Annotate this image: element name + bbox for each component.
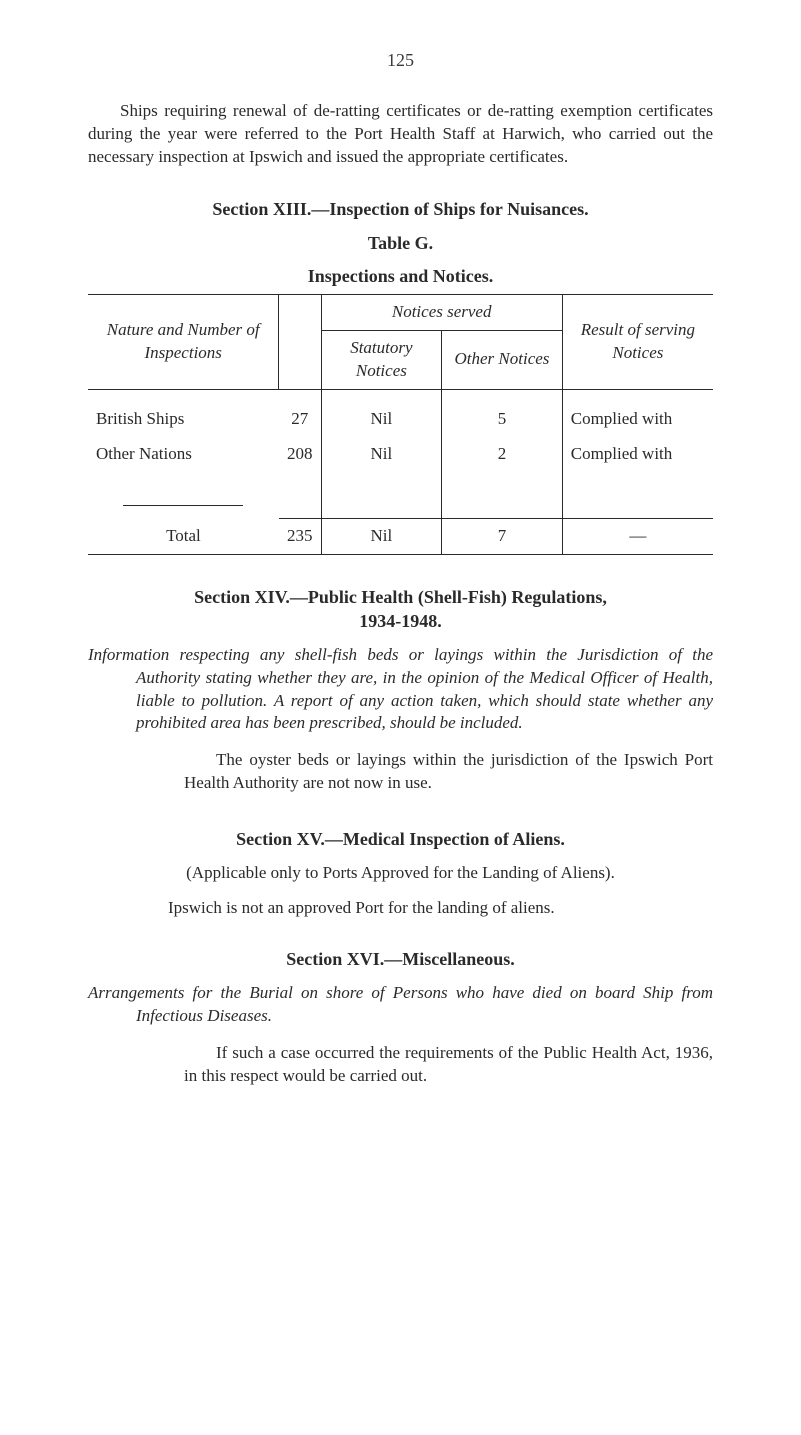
section-xv-line2: Ipswich is not an approved Port for the … bbox=[88, 897, 713, 920]
row-result: Complied with bbox=[562, 437, 713, 472]
intro-paragraph: Ships requiring renewal of de-ratting ce… bbox=[88, 100, 713, 169]
section-xiv-heading-line2: 1934-1948. bbox=[88, 609, 713, 633]
row-statutory: Nil bbox=[321, 402, 442, 437]
col-notices-served-header: Notices served bbox=[321, 295, 562, 331]
total-result: — bbox=[562, 519, 713, 555]
col-other-header: Other Notices bbox=[442, 330, 563, 389]
section-xiv-italic-para: Information respecting any shell-fish be… bbox=[88, 644, 713, 736]
row-label: British Ships bbox=[88, 402, 279, 437]
section-xv-heading: Section XV.—Medical Inspection of Aliens… bbox=[88, 827, 713, 851]
total-count: 235 bbox=[279, 519, 321, 555]
row-other: 5 bbox=[442, 402, 563, 437]
total-label-rule bbox=[88, 484, 279, 519]
page-number: 125 bbox=[88, 48, 713, 72]
section-xiv-heading-line1: Section XIV.—Public Health (Shell-Fish) … bbox=[88, 585, 713, 609]
section-xvi-heading: Section XVI.—Miscellaneous. bbox=[88, 947, 713, 971]
row-other: 2 bbox=[442, 437, 563, 472]
col-count-header bbox=[279, 295, 321, 390]
row-count: 27 bbox=[279, 402, 321, 437]
table-g-subtitle: Inspections and Notices. bbox=[88, 264, 713, 288]
row-count: 208 bbox=[279, 437, 321, 472]
col-nature-header: Nature and Number of Inspections bbox=[88, 295, 279, 390]
col-statutory-header: Statutory Notices bbox=[321, 330, 442, 389]
section-xiv-body: The oyster beds or layings within the ju… bbox=[88, 749, 713, 795]
row-statutory: Nil bbox=[321, 437, 442, 472]
row-result: Complied with bbox=[562, 402, 713, 437]
section-xiii-heading: Section XIII.—Inspection of Ships for Nu… bbox=[88, 197, 713, 221]
col-result-header: Result of serving Notices bbox=[562, 295, 713, 390]
table-total-row: Total 235 Nil 7 — bbox=[88, 519, 713, 555]
table-row: British Ships 27 Nil 5 Complied with bbox=[88, 402, 713, 437]
table-row: Other Nations 208 Nil 2 Complied with bbox=[88, 437, 713, 472]
section-xvi-body: If such a case occurred the requirements… bbox=[88, 1042, 713, 1088]
total-statutory: Nil bbox=[321, 519, 442, 555]
total-label: Total bbox=[88, 519, 279, 555]
row-label: Other Nations bbox=[88, 437, 279, 472]
section-xvi-italic-para: Arrangements for the Burial on shore of … bbox=[88, 982, 713, 1028]
inspections-table: Nature and Number of Inspections Notices… bbox=[88, 294, 713, 555]
section-xv-line1: (Applicable only to Ports Approved for t… bbox=[88, 862, 713, 885]
total-other: 7 bbox=[442, 519, 563, 555]
table-g-title: Table G. bbox=[88, 231, 713, 255]
